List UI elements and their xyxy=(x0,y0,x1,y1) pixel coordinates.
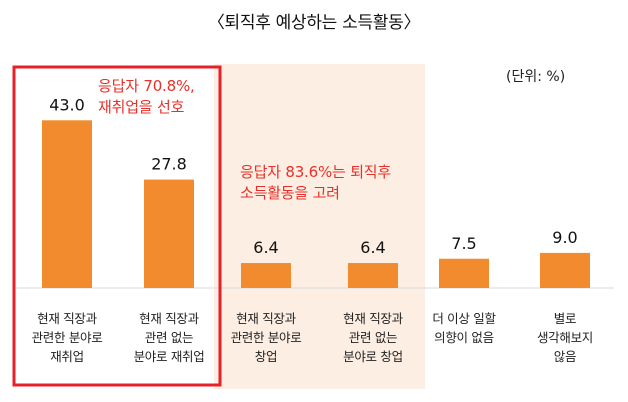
annotation-income-activity-line-1: 응답자 83.6%는 퇴직후 xyxy=(240,163,391,181)
annotation-income-activity-line-2: 소득활동을 고려 xyxy=(240,184,340,202)
category-label-4-line-1: 현재 직장과 xyxy=(343,311,403,326)
category-label-5-line-1: 더 이상 일할 xyxy=(432,311,496,326)
category-label-3-line-1: 현재 직장과 xyxy=(236,311,296,326)
category-label-2-line-1: 현재 직장과 xyxy=(139,311,199,326)
bar-4 xyxy=(348,263,398,288)
bar-6 xyxy=(540,252,590,288)
bar-1 xyxy=(42,120,92,288)
value-label-1: 43.0 xyxy=(49,95,85,114)
category-label-2-line-3: 분야로 재취업 xyxy=(133,349,205,364)
chart-title: 〈퇴직후 예상하는 소득활동〉 xyxy=(207,13,421,33)
category-label-4-line-2: 관련 없는 xyxy=(348,330,398,345)
value-label-3: 6.4 xyxy=(253,238,278,257)
value-label-4: 6.4 xyxy=(360,238,385,257)
annotation-reemployment-line-1: 응답자 70.8%, xyxy=(98,77,195,95)
value-label-5: 7.5 xyxy=(451,234,476,253)
category-label-2-line-2: 관련 없는 xyxy=(144,330,194,345)
bar-2 xyxy=(144,179,194,288)
category-label-1-line-2: 관련한 분야로 xyxy=(31,330,103,345)
category-label-3-line-3: 창업 xyxy=(254,349,278,364)
category-label-5-line-2: 의향이 없음 xyxy=(434,330,494,345)
bar-5 xyxy=(439,258,489,288)
value-label-2: 27.8 xyxy=(151,155,187,174)
category-label-1-line-1: 현재 직장과 xyxy=(37,311,97,326)
annotation-reemployment: 응답자 70.8%, 재취업을 선호 xyxy=(98,76,195,118)
category-label-6-line-3: 않음 xyxy=(553,349,577,364)
group-highlight-income-activity xyxy=(214,64,425,389)
group-outline-reemployment xyxy=(12,65,222,387)
category-label-6-line-2: 생각해보지 xyxy=(536,330,593,345)
unit-label: (단위: %) xyxy=(506,69,566,85)
value-label-6: 9.0 xyxy=(552,228,577,247)
category-label-1-line-3: 재취업 xyxy=(50,349,84,364)
category-label-4-line-3: 분야로 창업 xyxy=(343,349,403,364)
category-label-3-line-2: 관련한 분야로 xyxy=(230,330,302,345)
annotation-reemployment-line-2: 재취업을 선호 xyxy=(98,98,185,116)
annotation-income-activity: 응답자 83.6%는 퇴직후 소득활동을 고려 xyxy=(240,162,391,204)
category-label-6-line-1: 별로 xyxy=(553,311,577,326)
bar-3 xyxy=(241,263,291,288)
